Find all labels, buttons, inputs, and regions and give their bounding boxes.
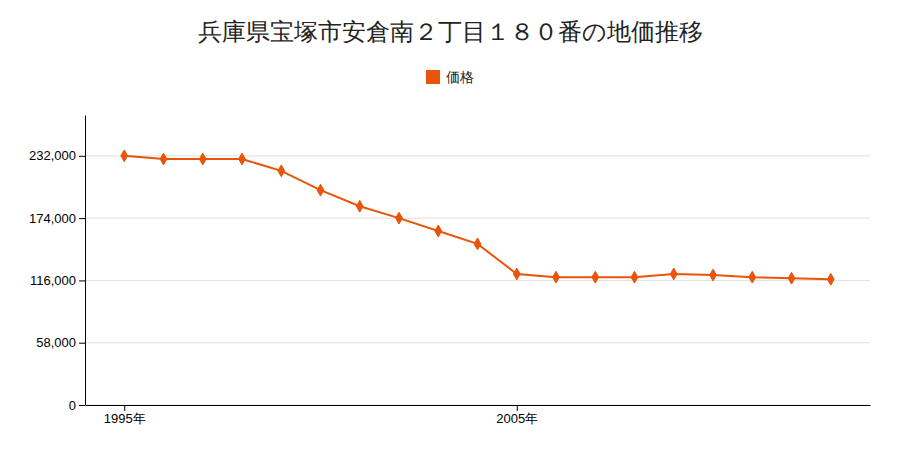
y-tick: 0	[69, 398, 85, 413]
x-axis-line	[86, 405, 871, 406]
y-tick: 58,000	[36, 335, 85, 350]
chart-svg: 兵庫県宝塚市安倉南２丁目１８０番の地価推移 0 58,000 116,000 174,0…	[0, 0, 900, 450]
x-tick-label: 1995年	[104, 411, 146, 426]
y-tick-mark	[79, 280, 85, 281]
marker	[160, 153, 167, 165]
marker	[788, 272, 795, 284]
y-axis: 0 58,000 116,000 174,000 232,000	[29, 116, 86, 413]
plot-area: 0 58,000 116,000 174,000 232,000 1995年 2005年	[29, 116, 871, 427]
marker	[474, 238, 481, 250]
y-tick-label: 58,000	[36, 335, 76, 350]
y-tick-mark	[79, 156, 85, 157]
y-tick-label: 0	[69, 398, 76, 413]
marker	[513, 268, 520, 280]
grid-line	[85, 218, 870, 219]
marker	[435, 225, 442, 237]
y-tick-label: 116,000	[30, 273, 76, 288]
marker	[631, 271, 638, 283]
x-tick-mark	[124, 405, 125, 411]
marker	[670, 268, 677, 280]
legend-label: 価格	[446, 69, 474, 85]
marker	[553, 271, 560, 283]
x-tick: 1995年	[104, 405, 146, 426]
marker	[356, 200, 363, 212]
legend-item: 価格	[426, 69, 474, 85]
y-tick-mark	[79, 218, 85, 219]
title: 兵庫県宝塚市安倉南２丁目１８０番の地価推移	[198, 18, 703, 46]
legend-swatch	[426, 70, 440, 84]
marker	[710, 269, 717, 281]
data-layer	[121, 150, 834, 285]
y-tick-mark	[79, 405, 85, 406]
grid	[85, 156, 870, 405]
y-tick: 116,000	[30, 273, 85, 288]
marker	[827, 273, 834, 285]
x-tick-label: 2005年	[496, 411, 538, 426]
x-axis: 1995年 2005年	[86, 405, 871, 426]
marker	[396, 212, 403, 224]
marker	[199, 153, 206, 165]
y-tick-mark	[79, 343, 85, 344]
y-axis-line	[85, 116, 86, 406]
x-tick-mark	[517, 405, 518, 411]
y-tick: 232,000	[29, 148, 85, 163]
y-tick-label: 232,000	[29, 148, 76, 163]
marker	[317, 184, 324, 196]
legend: 価格	[426, 69, 474, 85]
x-tick: 2005年	[496, 405, 538, 426]
marker	[239, 153, 246, 165]
grid-line	[85, 405, 870, 406]
marker	[121, 150, 128, 162]
marker	[749, 271, 756, 283]
y-tick: 174,000	[29, 211, 85, 226]
line	[124, 156, 831, 280]
marker	[278, 165, 285, 177]
marker	[592, 271, 599, 283]
grid-line	[85, 342, 870, 343]
chart-container: 兵庫県宝塚市安倉南２丁目１８０番の地価推移 0 58,000 116,000 174,0…	[0, 0, 900, 450]
y-tick-label: 174,000	[29, 211, 76, 226]
